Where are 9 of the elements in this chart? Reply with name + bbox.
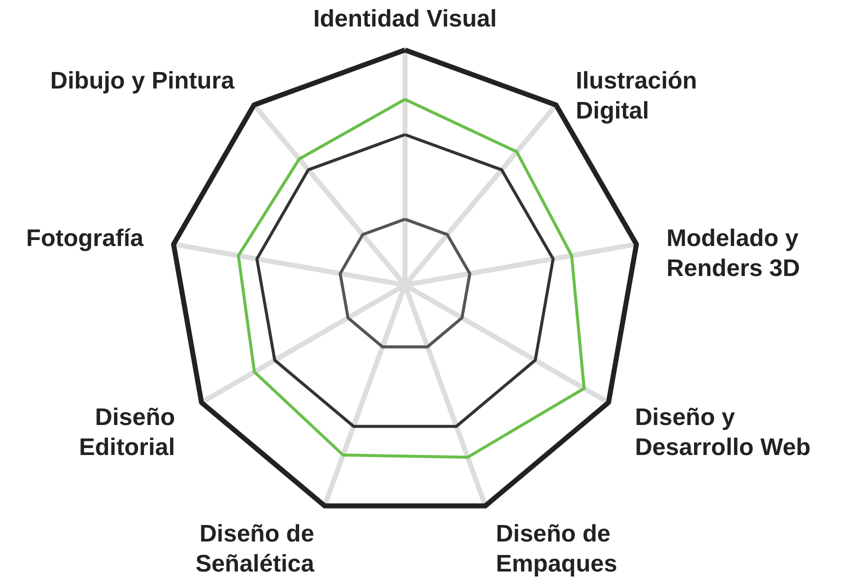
spoke-label: Diseño y Desarrollo Web	[634, 404, 811, 461]
spoke-label: Diseño de Señalética	[195, 520, 315, 578]
spoke-label: Dibujo y Pintura	[50, 68, 235, 95]
spoke-label: Modelado y Renders 3D	[666, 224, 800, 282]
spoke-label: Identidad Visual	[313, 5, 497, 32]
spoke-label: Diseño Editorial	[79, 404, 176, 461]
spoke-label: Ilustración Digital	[576, 68, 698, 125]
spoke-label: Diseño de Empaques	[496, 520, 618, 578]
spoke-label: Fotografía	[26, 224, 144, 252]
